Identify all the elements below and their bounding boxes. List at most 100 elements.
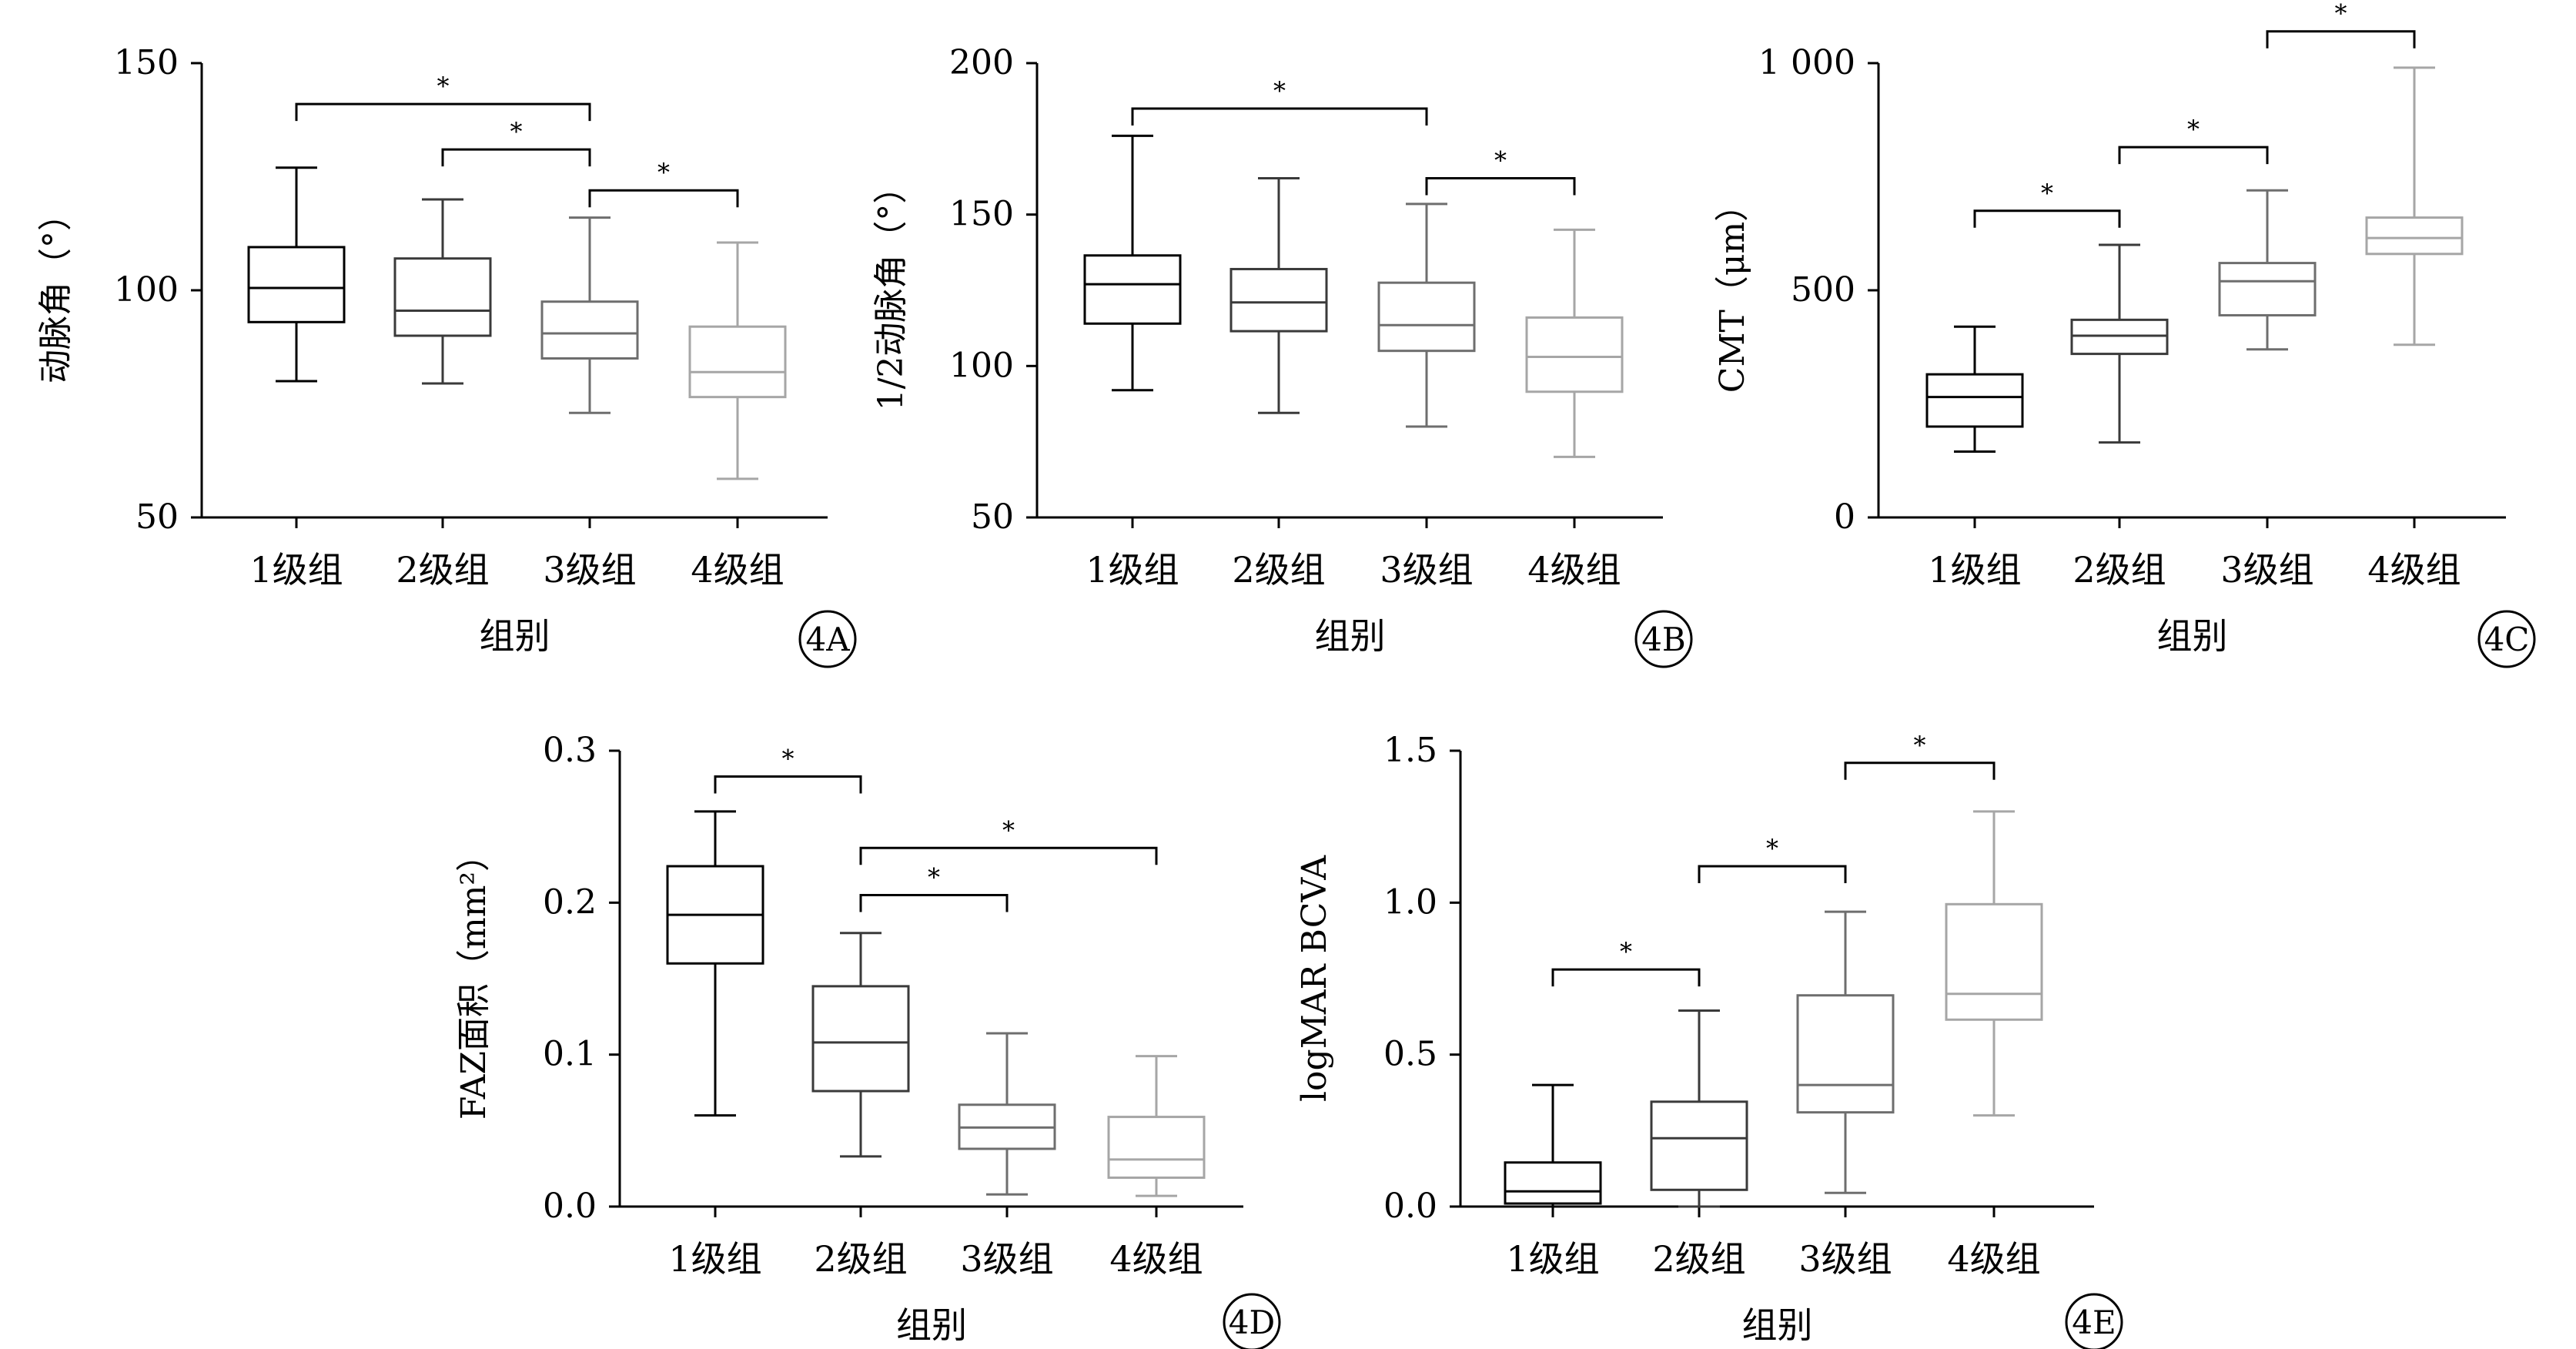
box-4 xyxy=(1945,810,2043,1117)
y-tick-label: 1.5 xyxy=(1383,731,1437,770)
bracket-line xyxy=(859,846,1158,865)
bracket-line xyxy=(1698,865,1847,883)
significance-star: * xyxy=(1620,937,1632,966)
panel-label: 4C xyxy=(2484,621,2530,658)
iqr-box xyxy=(2365,216,2464,256)
box-2 xyxy=(2070,243,2169,444)
x-tick-label: 1级组 xyxy=(668,1238,761,1280)
x-axis-label: 组别 xyxy=(1742,1304,1813,1346)
x-tick-label: 2级组 xyxy=(1232,549,1325,591)
significance-star: * xyxy=(657,158,670,187)
y-tick-label: 0.1 xyxy=(543,1035,597,1074)
box-1 xyxy=(1083,134,1182,392)
x-tick-label: 2级组 xyxy=(1652,1238,1745,1280)
bracket-line xyxy=(295,102,591,122)
x-tick-label: 1级组 xyxy=(249,549,343,591)
y-tick-label: 0.3 xyxy=(543,731,597,770)
panel-badge-circle xyxy=(2477,610,2536,668)
significance-bracket: * xyxy=(295,72,591,122)
significance-bracket: * xyxy=(1131,76,1428,126)
x-tick-label: 1级组 xyxy=(1086,549,1179,591)
y-axis-label: 1/2动脉角（°） xyxy=(871,170,911,411)
box-1 xyxy=(1504,1083,1602,1208)
significance-bracket: * xyxy=(588,158,739,208)
iqr-box xyxy=(2218,262,2317,316)
significance-star: * xyxy=(928,862,940,892)
y-tick-label: 50 xyxy=(971,497,1014,537)
y-tick-label: 0 xyxy=(1834,497,1855,537)
box-2 xyxy=(811,932,910,1158)
box-2 xyxy=(1229,176,1328,414)
x-axis-label: 组别 xyxy=(1315,615,1386,657)
significance-star: * xyxy=(2187,115,2200,144)
iqr-box xyxy=(1107,1116,1206,1180)
significance-star: * xyxy=(1494,146,1507,175)
y-tick-label: 50 xyxy=(135,497,179,537)
x-tick-label: 4级组 xyxy=(2367,549,2461,591)
box-4 xyxy=(688,241,787,480)
y-tick-label: 0.5 xyxy=(1383,1035,1437,1074)
panel-label-badge: 4B xyxy=(1634,610,1693,668)
bracket-line xyxy=(2118,146,2269,165)
x-tick-label: 3级组 xyxy=(960,1238,1053,1280)
y-tick-label: 0.0 xyxy=(543,1187,597,1226)
iqr-box xyxy=(1796,994,1895,1114)
box-2 xyxy=(1650,1009,1748,1208)
significance-bracket: * xyxy=(2118,115,2269,165)
panel-label: 4B xyxy=(1641,621,1686,658)
bracket-line xyxy=(1551,968,1701,987)
iqr-box xyxy=(1229,267,1328,333)
panel-badge-circle xyxy=(1223,1293,1281,1349)
significance-star: * xyxy=(1914,731,1926,760)
y-axis-label: 动脉角（°） xyxy=(36,197,75,383)
significance-bracket: * xyxy=(1425,146,1576,196)
x-tick-label: 2级组 xyxy=(2073,549,2166,591)
x-tick-label: 1级组 xyxy=(1506,1238,1599,1280)
x-tick-label: 4级组 xyxy=(1527,549,1621,591)
significance-star: * xyxy=(510,117,523,146)
iqr-box xyxy=(393,257,492,337)
panel-label-badge: 4C xyxy=(2477,610,2536,668)
x-tick-label: 3级组 xyxy=(543,549,636,591)
box-3 xyxy=(1796,910,1895,1194)
significance-bracket: * xyxy=(1698,834,1847,883)
x-tick-label: 3级组 xyxy=(1798,1238,1892,1280)
iqr-box xyxy=(1525,316,1624,393)
significance-star: * xyxy=(437,72,450,101)
y-axis-label: CMT（μm） xyxy=(1713,188,1752,393)
box-1 xyxy=(666,810,764,1117)
iqr-box xyxy=(540,300,639,360)
significance-star: * xyxy=(2335,0,2347,28)
bracket-line xyxy=(441,148,591,167)
significance-star: * xyxy=(1766,834,1778,863)
y-tick-label: 200 xyxy=(949,43,1014,82)
iqr-box xyxy=(247,246,346,323)
panel-label: 4D xyxy=(1229,1304,1275,1341)
box-4 xyxy=(1525,228,1624,458)
panel-label-badge: 4E xyxy=(2065,1293,2123,1349)
x-axis-label: 组别 xyxy=(896,1304,967,1346)
bracket-line xyxy=(2266,30,2416,49)
bracket-line xyxy=(859,893,1009,912)
x-tick-label: 3级组 xyxy=(2220,549,2313,591)
panel-badge-circle xyxy=(798,610,857,668)
box-3 xyxy=(540,216,639,414)
x-axis-label: 组别 xyxy=(2157,615,2228,657)
bracket-line xyxy=(1425,176,1576,196)
x-tick-label: 4级组 xyxy=(691,549,784,591)
y-tick-label: 0.0 xyxy=(1383,1187,1437,1226)
y-tick-label: 1 000 xyxy=(1758,43,1855,82)
significance-star: * xyxy=(782,745,795,774)
y-tick-label: 0.2 xyxy=(543,882,597,922)
significance-star: * xyxy=(2041,179,2053,208)
y-tick-label: 150 xyxy=(114,43,179,82)
bracket-line xyxy=(1844,762,1996,780)
panel-label-badge: 4D xyxy=(1223,1293,1281,1349)
box-3 xyxy=(2218,189,2317,351)
